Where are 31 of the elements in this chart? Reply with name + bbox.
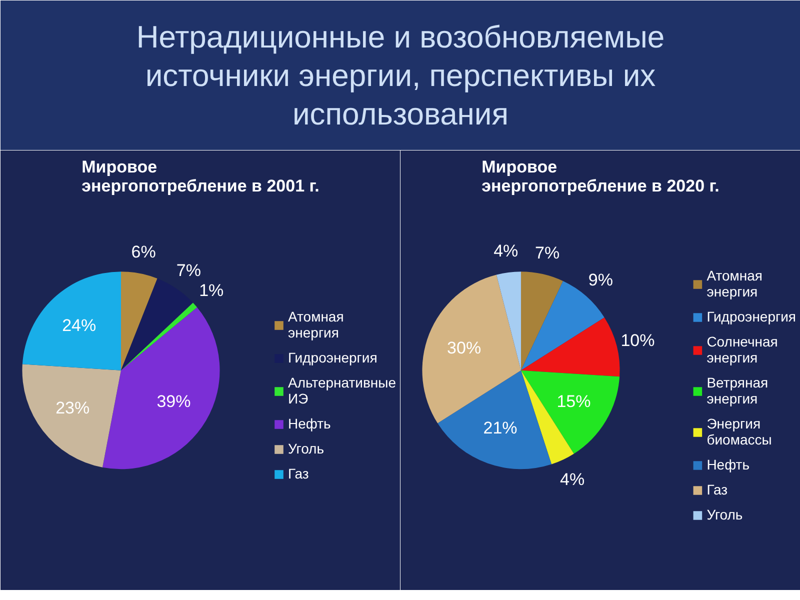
data-label: 15% [556,392,591,412]
legend-label: Газ [706,482,728,498]
data-label: 24% [62,316,96,336]
data-label: 30% [447,338,482,358]
legend-label: Альтернативные ИЭ [288,374,396,406]
data-label: 21% [483,418,518,438]
legend-label: Уголь [706,506,743,522]
data-label: 1% [199,281,224,300]
chart-subtitle: Мировое энергопотребление в 2001 г. [82,158,320,196]
data-label: 10% [620,330,655,350]
legend-label: Гидроэнергия [706,308,796,324]
data-label: 7% [176,261,202,280]
data-label: 9% [588,270,613,290]
chart-title: Нетрадиционные и возобновляемые источники энергии, перспективы их использования [136,20,665,132]
data-label: 7% [534,243,560,262]
legend-label: Ветряная энергия [706,374,768,406]
legend-label: Атомная энергия [706,268,762,300]
legend-label: Газ [288,466,309,482]
legend-label: Уголь [288,440,324,456]
legend-label: Нефть [706,456,750,472]
legend-label: Нефть [288,416,331,432]
data-label: 39% [156,392,191,412]
data-label: 6% [131,242,156,262]
legend-label: Энергия биомассы [706,416,772,448]
chart-subtitle: Мировое энергопотребление в 2020 г. [482,158,720,196]
data-label: 4% [560,470,585,489]
data-label: 23% [56,398,90,418]
legend-label: Солнечная энергия [706,334,778,366]
data-label: 4% [494,241,518,260]
legend-label: Гидроэнергия [288,350,378,366]
legend-label: Атомная энергия [288,308,344,340]
